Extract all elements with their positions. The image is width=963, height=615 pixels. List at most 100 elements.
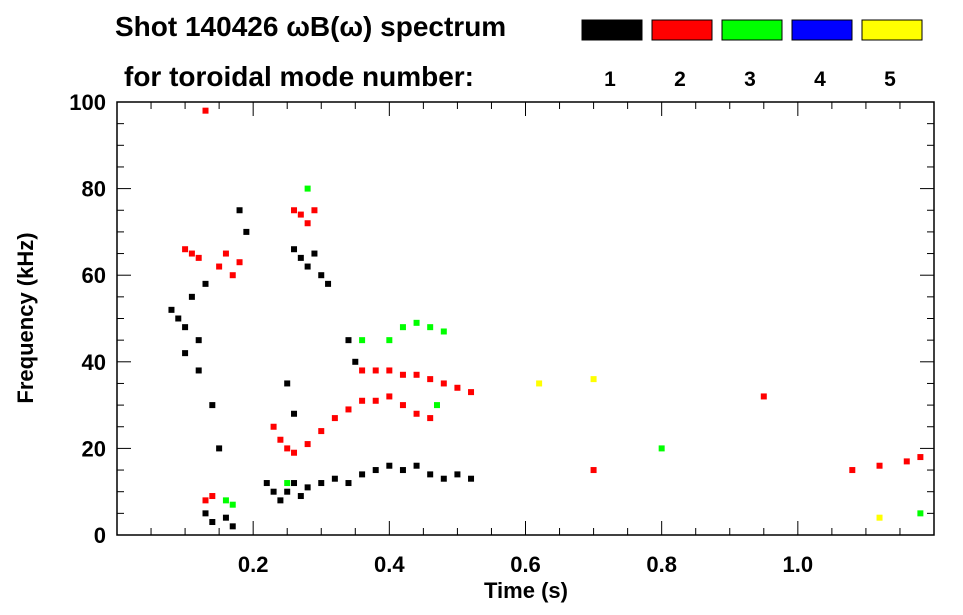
data-point-n2-26 <box>359 367 366 374</box>
data-point-n1-41 <box>345 337 352 344</box>
data-point-n2-5 <box>222 250 229 257</box>
data-point-n1-24 <box>331 475 338 482</box>
data-point-n1-12 <box>222 514 229 521</box>
data-point-n1-22 <box>304 484 311 491</box>
data-point-n2-29 <box>399 371 406 378</box>
data-point-n3-0 <box>284 480 291 487</box>
data-point-n2-40 <box>876 462 883 469</box>
data-point-n1-21 <box>297 493 304 500</box>
data-point-n1-7 <box>195 367 202 374</box>
data-point-n1-9 <box>216 445 223 452</box>
legend-label-4: 4 <box>814 68 826 91</box>
data-point-n3-10 <box>229 501 236 508</box>
data-point-n1-29 <box>399 467 406 474</box>
legend-swatch-2 <box>651 19 713 41</box>
data-point-n2-4 <box>216 263 223 270</box>
data-point-n1-36 <box>297 254 304 261</box>
data-point-n3-6 <box>427 324 434 331</box>
data-point-n1-34 <box>468 475 475 482</box>
x-axis-label: Time (s) <box>484 578 568 603</box>
y-tick-label: 100 <box>69 90 106 115</box>
data-point-n1-3 <box>188 293 195 300</box>
x-tick-label: 0.4 <box>374 552 405 577</box>
data-point-n3-1 <box>304 185 311 192</box>
data-point-n2-31 <box>427 376 434 383</box>
data-point-n1-35 <box>291 246 298 253</box>
legend-swatch-3 <box>721 19 783 41</box>
data-point-n2-6 <box>229 272 236 279</box>
data-point-n2-3 <box>202 107 209 114</box>
data-point-n1-14 <box>236 207 243 214</box>
data-point-n2-30 <box>413 371 420 378</box>
data-point-n1-42 <box>352 358 359 365</box>
data-point-n1-16 <box>263 480 270 487</box>
data-point-n2-0 <box>182 246 189 253</box>
data-point-n5-2 <box>876 514 883 521</box>
x-tick-label: 0.2 <box>238 552 269 577</box>
data-point-n2-17 <box>318 428 325 435</box>
data-point-n5-1 <box>590 376 597 383</box>
data-point-n1-18 <box>277 497 284 504</box>
data-point-n1-30 <box>413 462 420 469</box>
data-point-n1-27 <box>372 467 379 474</box>
data-point-n1-17 <box>270 488 277 495</box>
data-point-n2-1 <box>188 250 195 257</box>
y-tick-label: 40 <box>82 350 106 375</box>
data-point-n2-27 <box>372 367 379 374</box>
data-point-n2-18 <box>331 415 338 422</box>
data-point-n2-9 <box>297 211 304 218</box>
data-point-n1-40 <box>325 280 332 287</box>
data-point-n1-43 <box>284 380 291 387</box>
data-point-n2-11 <box>311 207 318 214</box>
data-point-n1-31 <box>427 471 434 478</box>
data-point-n3-2 <box>359 337 366 344</box>
data-point-n1-28 <box>386 462 393 469</box>
data-point-n1-1 <box>175 315 182 322</box>
data-point-n2-41 <box>903 458 910 465</box>
data-point-n1-37 <box>304 263 311 270</box>
chart-title-line2: for toroidal mode number: <box>124 61 474 92</box>
data-point-n3-4 <box>399 324 406 331</box>
x-tick-label: 0.8 <box>646 552 677 577</box>
data-point-n2-20 <box>359 397 366 404</box>
data-point-n3-3 <box>386 337 393 344</box>
data-point-n2-35 <box>202 497 209 504</box>
y-tick-label: 20 <box>82 436 106 461</box>
spectrum-data <box>168 107 924 530</box>
data-point-n2-2 <box>195 254 202 261</box>
x-axis: 0.2 0.4 0.6 0.8 1.0 <box>150 102 901 577</box>
data-point-n3-5 <box>413 319 420 326</box>
legend-label-2: 2 <box>674 68 686 91</box>
y-tick-label: 0 <box>94 523 106 548</box>
data-point-n2-42 <box>917 454 924 461</box>
data-point-n1-8 <box>209 402 216 409</box>
data-point-n2-32 <box>440 380 447 387</box>
data-point-n1-20 <box>291 480 298 487</box>
data-point-n1-44 <box>291 410 298 417</box>
data-point-n1-39 <box>318 272 325 279</box>
legend-label-5: 5 <box>884 68 896 91</box>
data-point-n3-8 <box>433 402 440 409</box>
data-point-n3-11 <box>658 445 665 452</box>
y-tick-label: 80 <box>82 177 106 202</box>
legend-label-1: 1 <box>604 68 616 91</box>
legend-swatch-1 <box>581 19 643 41</box>
data-point-n2-7 <box>236 259 243 266</box>
data-point-n2-21 <box>372 397 379 404</box>
data-point-n2-25 <box>427 415 434 422</box>
data-point-n1-6 <box>182 350 189 357</box>
y-tick-label: 60 <box>82 263 106 288</box>
data-point-n5-0 <box>536 380 543 387</box>
data-point-n2-8 <box>291 207 298 214</box>
data-point-n1-33 <box>454 471 461 478</box>
data-point-n1-0 <box>168 306 175 313</box>
chart-title-line1: Shot 140426 ωB(ω) spectrum <box>115 11 506 42</box>
data-point-n1-10 <box>202 510 209 517</box>
data-point-n3-7 <box>440 328 447 335</box>
data-point-n2-19 <box>345 406 352 413</box>
data-point-n1-15 <box>243 228 250 235</box>
y-axis: 0 20 40 60 80 100 <box>69 90 934 548</box>
data-point-n2-12 <box>270 423 277 430</box>
data-point-n1-5 <box>202 280 209 287</box>
